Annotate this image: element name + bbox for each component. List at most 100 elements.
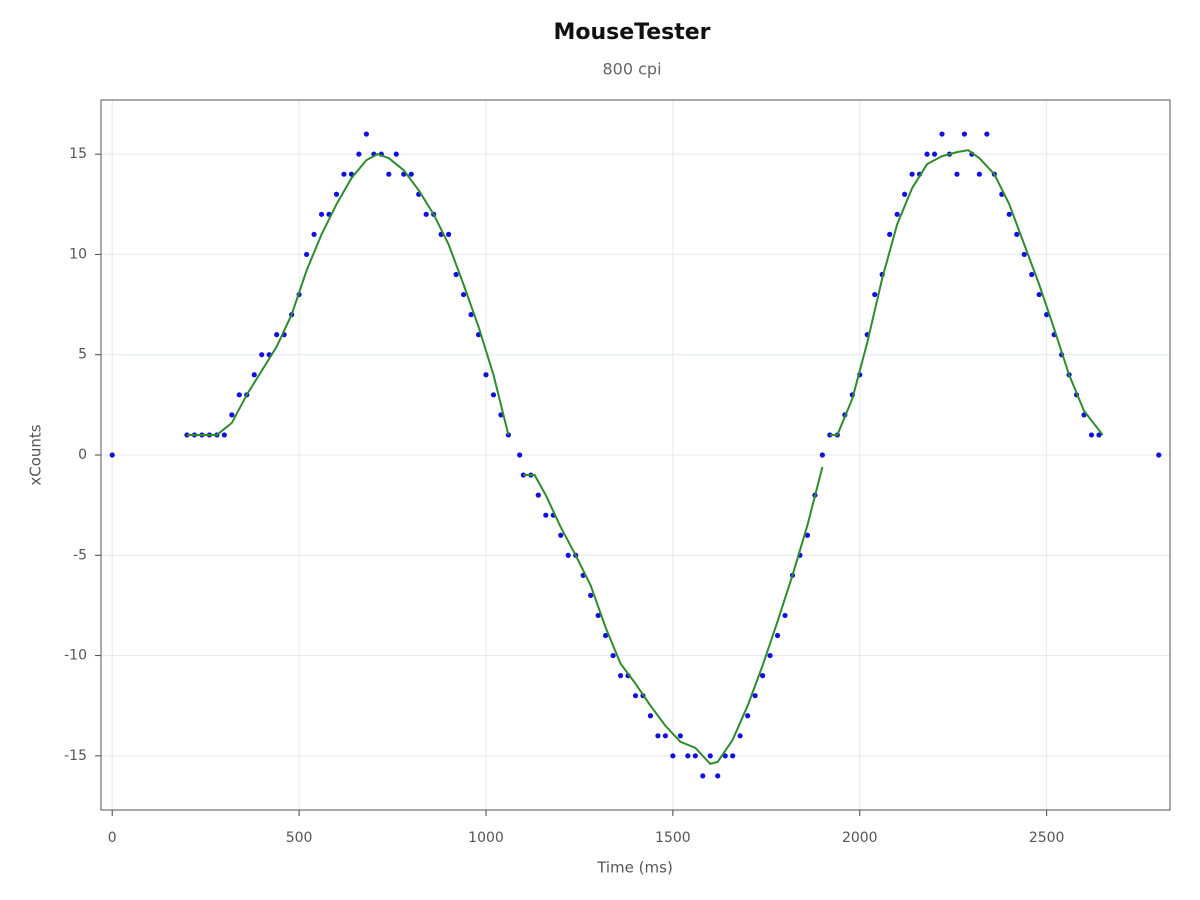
scatter-point — [1088, 432, 1095, 438]
x-tick-label: 500 — [286, 830, 313, 846]
x-tick-label: 1500 — [655, 830, 691, 846]
scatter-point — [1021, 251, 1027, 258]
scatter-point — [453, 271, 459, 278]
scatter-point — [1036, 291, 1042, 298]
x-tick-label: 2000 — [842, 830, 878, 846]
scatter-point — [976, 171, 982, 177]
scatter-point — [1014, 231, 1020, 237]
chart-title: MouseTester — [553, 20, 710, 45]
scatter-point — [333, 191, 340, 197]
scatter-point — [647, 713, 654, 719]
scatter-point — [804, 532, 811, 538]
scatter-point — [1006, 211, 1012, 217]
x-tick-label: 1000 — [468, 830, 504, 846]
scatter-point — [617, 673, 624, 679]
grid — [95, 100, 1170, 816]
scatter-point — [662, 733, 669, 739]
x-tick-label: 2500 — [1029, 830, 1065, 846]
scatter-point — [670, 753, 676, 759]
scatter-point — [677, 733, 683, 739]
scatter-point — [535, 492, 541, 498]
scatter-point — [595, 612, 601, 619]
chart-subtitle: 800 cpi — [602, 60, 661, 79]
scatter-point — [782, 612, 788, 619]
scatter-point — [1029, 271, 1035, 278]
scatter-point — [356, 151, 362, 157]
scatter-point — [543, 512, 549, 518]
scatter-point — [602, 632, 609, 639]
line-series — [186, 153, 510, 436]
scatter-point — [446, 231, 452, 237]
scatter-point — [872, 291, 878, 298]
scatter-point — [1156, 452, 1162, 458]
scatter-point — [393, 151, 399, 157]
scatter-point — [423, 211, 429, 217]
scatter-point — [468, 312, 474, 318]
scatter-point — [1096, 432, 1102, 438]
scatter-point — [259, 352, 265, 358]
scatter-point — [558, 532, 564, 538]
scatter-point — [632, 693, 639, 699]
scatter-point — [565, 552, 571, 558]
scatter-point — [984, 131, 990, 137]
scatter-point — [961, 131, 968, 137]
plot-frame — [100, 99, 1171, 811]
scatter-point — [251, 372, 257, 378]
x-tick-label: 0 — [108, 830, 117, 846]
line-series — [523, 466, 824, 765]
scatter-point — [759, 673, 766, 679]
y-tick-label: 5 — [78, 347, 87, 363]
scatter-point — [700, 773, 706, 779]
scatter-point — [588, 592, 594, 598]
scatter-point — [745, 713, 751, 719]
line-series — [829, 149, 1104, 436]
scatter-point — [610, 652, 616, 659]
plot-marks — [109, 131, 1162, 779]
scatter-point — [318, 211, 325, 217]
scatter-point — [730, 753, 736, 759]
y-tick-label: 10 — [69, 246, 87, 262]
scatter-point — [707, 753, 713, 759]
scatter-point — [109, 452, 115, 458]
scatter-point — [737, 733, 743, 739]
scatter-point — [408, 171, 414, 177]
scatter-point — [939, 131, 945, 137]
y-tick-label: -15 — [64, 748, 87, 764]
scatter-point — [752, 693, 758, 699]
scatter-point — [767, 652, 773, 659]
scatter-point — [954, 171, 960, 177]
scatter-point — [931, 151, 938, 157]
scatter-point — [715, 773, 721, 779]
scatter-point — [386, 171, 392, 177]
y-tick-label: -5 — [73, 547, 87, 563]
y-tick-label: 15 — [69, 146, 87, 162]
scatter-point — [685, 753, 691, 759]
scatter-point — [363, 131, 369, 137]
scatter-point — [924, 151, 930, 157]
y-axis-label: xCounts — [27, 424, 45, 485]
scatter-point — [221, 432, 227, 438]
scatter-point — [722, 753, 728, 759]
scatter-point — [902, 191, 908, 197]
scatter-point — [490, 392, 497, 398]
scatter-point — [274, 332, 280, 338]
scatter-point — [236, 392, 242, 398]
scatter-point — [894, 211, 900, 217]
scatter-point — [819, 452, 825, 458]
scatter-point — [909, 171, 915, 177]
scatter-point — [303, 251, 310, 258]
scatter-point — [229, 412, 235, 418]
x-axis-label: Time (ms) — [596, 859, 673, 877]
y-tick-label: 0 — [78, 447, 87, 463]
scatter-point — [460, 291, 467, 298]
scatter-point — [517, 452, 523, 458]
scatter-point — [311, 231, 317, 237]
scatter-point — [774, 632, 781, 639]
scatter-point — [483, 372, 489, 378]
scatter-point — [341, 171, 347, 177]
scatter-point — [655, 733, 661, 739]
scatter-point — [887, 231, 893, 237]
y-tick-label: -10 — [64, 648, 87, 664]
scatter-point — [692, 753, 698, 759]
